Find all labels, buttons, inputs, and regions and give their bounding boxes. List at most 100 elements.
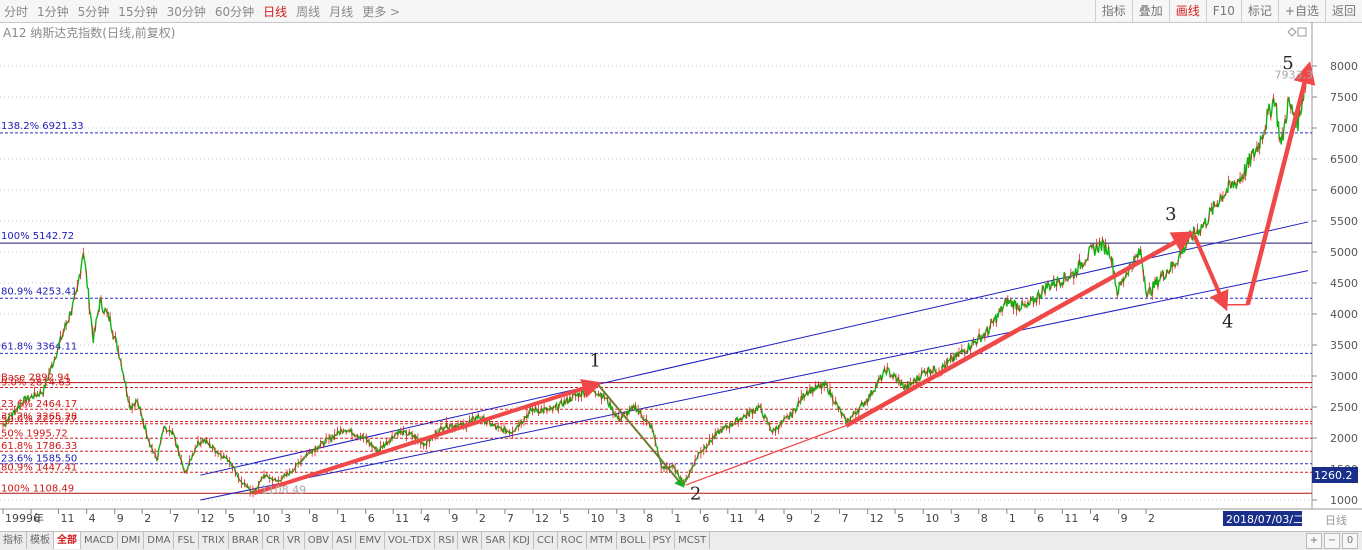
y-tick-label-6500: 6500 — [1330, 153, 1358, 166]
x-tick-label-39: 4 — [1093, 512, 1100, 525]
zoom-reset-button[interactable]: 0 — [1342, 533, 1358, 549]
indicator-tab-kdj[interactable]: KDJ — [510, 532, 534, 549]
back-button[interactable]: 返回 — [1324, 0, 1362, 22]
indicator-tab-fsl[interactable]: FSL — [174, 532, 199, 549]
x-tick-label-32: 5 — [897, 512, 904, 525]
indicator-tab-wr[interactable]: WR — [458, 532, 483, 549]
f10-button[interactable]: F10 — [1205, 0, 1241, 22]
wave-arrows — [253, 61, 1316, 496]
indicator-tabbar: 指标 模板 全部 MACD DMI DMA FSL TRIX BRAR CR VR OBV ASI EMV… — [0, 531, 1362, 550]
zoom-in-button[interactable]: + — [1306, 533, 1322, 549]
y-tick-label-8000: 8000 — [1330, 60, 1358, 73]
y-tick-label-3000: 3000 — [1330, 370, 1358, 383]
x-tick-label-20: 5 — [562, 512, 569, 525]
period-1min[interactable]: 1分钟 — [37, 4, 69, 19]
fib-lower-label-5: 50% 1995.72 — [1, 428, 68, 439]
period-15min[interactable]: 15分钟 — [118, 4, 158, 19]
x-tick-label-26: 11 — [730, 512, 744, 525]
indicator-tab-asi[interactable]: ASI — [333, 532, 357, 549]
y-tick-label-5000: 5000 — [1330, 246, 1358, 259]
indicator-button[interactable]: 指标 — [1094, 0, 1132, 22]
indicator-tab-emv[interactable]: EMV — [356, 532, 385, 549]
indicator-tab-roc[interactable]: ROC — [558, 532, 587, 549]
period-monthly[interactable]: 月线 — [329, 4, 354, 19]
indicator-tab-rsi[interactable]: RSI — [435, 532, 459, 549]
period-30min[interactable]: 30分钟 — [166, 4, 206, 19]
x-axis-caption: 日线 — [1325, 513, 1347, 527]
x-tick-label-9: 10 — [256, 512, 270, 525]
y-tick-label-2000: 2000 — [1330, 432, 1358, 445]
period-5min[interactable]: 5分钟 — [77, 4, 110, 19]
current-value-label: 1260.2 — [1314, 469, 1353, 482]
indicator-tab-obv[interactable]: OBV — [305, 532, 333, 549]
x-tick-label-15: 4 — [423, 512, 430, 525]
indicator-tab-vr[interactable]: VR — [284, 532, 305, 549]
wave-label-3: 3 — [1165, 204, 1176, 225]
wave-label-4: 4 — [1222, 312, 1233, 333]
x-tick-label-41: 2 — [1148, 512, 1155, 525]
wave-1-arrow — [253, 379, 603, 496]
wave-label-2: 2 — [690, 483, 701, 504]
indicator-tab-模板[interactable]: 模板 — [27, 532, 54, 549]
fib-lower-label-7: 23.6% 1585.50 — [1, 454, 77, 465]
indicator-tab-trix[interactable]: TRIX — [199, 532, 229, 549]
period-weekly[interactable]: 周线 — [296, 4, 321, 19]
x-tick-label-36: 1 — [1009, 512, 1016, 525]
y-tick-label-4000: 4000 — [1330, 308, 1358, 321]
chart-tools: 指标 叠加 画线 F10 标记 +自选 返回 — [1094, 0, 1362, 22]
x-tick-label-14: 11 — [395, 512, 409, 525]
zoom-out-button[interactable]: − — [1324, 533, 1340, 549]
indicator-tab-boll[interactable]: BOLL — [617, 532, 650, 549]
x-tick-label-30: 7 — [842, 512, 849, 525]
indicator-tab-mtm[interactable]: MTM — [587, 532, 617, 549]
period-intraday[interactable]: 分时 — [4, 4, 29, 19]
indicator-tab-cr[interactable]: CR — [263, 532, 284, 549]
period-more[interactable]: 更多 > — [362, 4, 401, 19]
mark-button[interactable]: 标记 — [1240, 0, 1278, 22]
indicator-tab-指标[interactable]: 指标 — [0, 532, 27, 549]
add-watchlist-button[interactable]: +自选 — [1277, 0, 1325, 22]
indicator-tab-vol-tdx[interactable]: VOL-TDX — [385, 532, 436, 549]
indicator-tab-mcst[interactable]: MCST — [675, 532, 711, 549]
x-tick-label-31: 12 — [870, 512, 884, 525]
period-60min[interactable]: 60分钟 — [214, 4, 255, 19]
indicator-tab-cci[interactable]: CCI — [534, 532, 558, 549]
wave-3-base — [685, 425, 847, 486]
indicator-tab-全部[interactable]: 全部 — [54, 532, 81, 549]
faint-label-0: 1108.49 — [261, 483, 307, 496]
fib-lower-label-1: 9.0% 2814.63 — [1, 377, 71, 388]
wave-label-1: 1 — [590, 351, 601, 372]
indicator-tab-sar[interactable]: SAR — [482, 532, 510, 549]
x-tick-label-37: 6 — [1037, 512, 1044, 525]
indicator-tab-psy[interactable]: PSY — [650, 532, 676, 549]
x-tick-label-4: 9 — [117, 512, 124, 525]
faint-label-1: 7933.3 — [1275, 68, 1314, 81]
wave-3-arrow — [845, 231, 1195, 428]
x-tick-label-34: 3 — [953, 512, 960, 525]
x-tick-label-6: 7 — [172, 512, 179, 525]
x-end-label: 2018/07/03/二 — [1226, 513, 1304, 526]
indicator-tab-macd[interactable]: MACD — [81, 532, 118, 549]
indicator-tab-dma[interactable]: DMA — [144, 532, 175, 549]
y-tick-label-6000: 6000 — [1330, 184, 1358, 197]
price-line-green — [2, 70, 1309, 495]
x-tick-label-21: 10 — [591, 512, 605, 525]
x-tick-label-8: 5 — [228, 512, 235, 525]
indicator-tab-dmi[interactable]: DMI — [118, 532, 145, 549]
chart-title: A12 纳斯达克指数(日线,前复权) — [3, 26, 176, 40]
channel-line-1 — [200, 270, 1309, 501]
fib-lower-label-4: 50.0% 2229.77 — [1, 414, 77, 425]
period-daily[interactable]: 日线 — [263, 4, 288, 19]
fib-lower-label-9: 100% 1108.49 — [1, 483, 74, 494]
x-tick-label-12: 1 — [340, 512, 347, 525]
draw-line-button[interactable]: 画线 — [1168, 0, 1206, 22]
overlay-button[interactable]: 叠加 — [1131, 0, 1169, 22]
fib-lower-label-6: 61.8% 1786.33 — [1, 441, 77, 452]
x-tick-label-27: 4 — [758, 512, 765, 525]
indicator-tab-brar[interactable]: BRAR — [229, 532, 263, 549]
x-tick-label-28: 9 — [786, 512, 793, 525]
x-tick-label-13: 6 — [368, 512, 375, 525]
x-tick-label-2: 11 — [61, 512, 75, 525]
wave-4-arrow — [1192, 234, 1229, 312]
price-chart[interactable]: 1000150020002500300035004000450050005500… — [0, 22, 1362, 531]
